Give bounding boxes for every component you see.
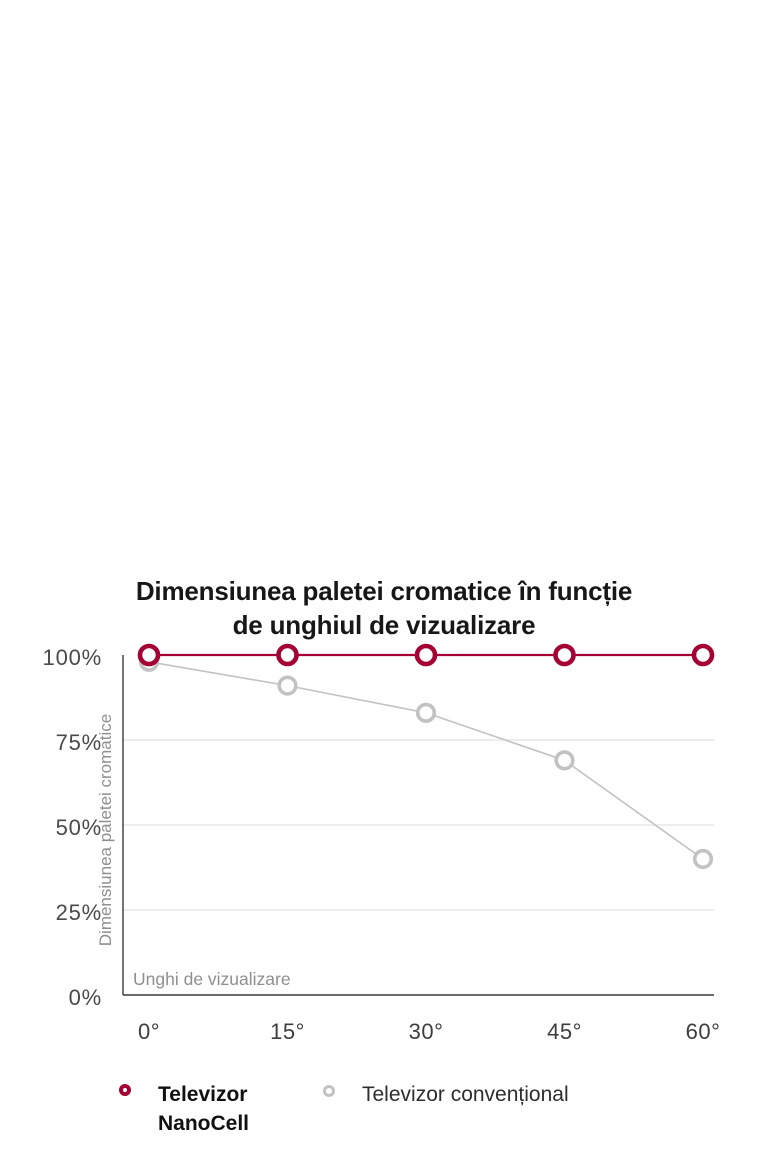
nanocell-series-marker-icon — [119, 1084, 131, 1096]
data-point-marker — [137, 643, 161, 667]
x-tick-label: 60° — [685, 1019, 721, 1044]
data-point-marker — [277, 675, 298, 696]
y-tick-label: 50% — [55, 815, 102, 840]
y-tick-label: 100% — [42, 645, 102, 670]
series-line-televizor-convențional — [148, 661, 704, 860]
x-tick-label: 15° — [270, 1019, 305, 1044]
legend-label-nanocell: Televizor NanoCell — [158, 1083, 250, 1135]
x-tick-label: 45° — [547, 1019, 582, 1044]
y-tick-label: 75% — [55, 730, 102, 755]
y-tick-label: 25% — [55, 900, 102, 925]
x-axis-title: Unghi de vizualizare — [133, 969, 291, 989]
data-point-marker — [415, 702, 437, 723]
y-tick-label: 0% — [68, 985, 102, 1010]
data-point-marker — [554, 750, 575, 771]
chart-legend: Televizor NanoCell Televizor convenționa… — [0, 1078, 768, 1148]
data-point-marker — [414, 643, 438, 667]
x-tick-label: 30° — [408, 1019, 444, 1044]
data-point-marker — [691, 643, 715, 667]
conventional-series-marker-icon — [323, 1085, 335, 1097]
data-point-marker — [553, 643, 576, 667]
chart-title: Dimensiunea paletei cromatice în funcție… — [135, 576, 633, 640]
y-axis-title: Dimensiunea paletei cromatice — [96, 713, 115, 947]
x-tick-label: 0° — [137, 1019, 161, 1044]
data-point-marker — [692, 848, 714, 870]
legend-label-conventional: Televizor convențional — [362, 1083, 569, 1106]
data-point-marker — [276, 643, 299, 667]
